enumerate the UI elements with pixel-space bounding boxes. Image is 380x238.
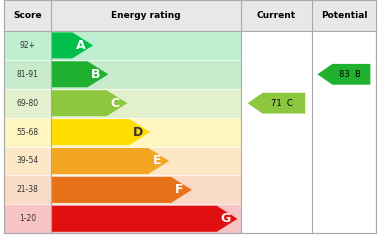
Polygon shape (51, 177, 192, 203)
Text: A: A (76, 39, 86, 52)
Text: G: G (220, 212, 230, 225)
Polygon shape (51, 32, 93, 58)
Text: 1-20: 1-20 (19, 214, 36, 223)
Polygon shape (317, 64, 370, 85)
Bar (4, 89, 241, 118)
Bar (4, 31, 241, 60)
Text: C: C (110, 97, 119, 110)
Text: Potential: Potential (321, 11, 367, 20)
Text: Energy rating: Energy rating (111, 11, 181, 20)
Polygon shape (51, 61, 108, 87)
Text: B: B (91, 68, 101, 81)
Text: 69-80: 69-80 (16, 99, 39, 108)
Bar (4, 118, 241, 147)
Text: 39-54: 39-54 (16, 157, 39, 165)
Polygon shape (51, 148, 169, 174)
Bar (4, 0, 376, 31)
Text: Score: Score (13, 11, 42, 20)
Text: 83  B: 83 B (339, 70, 360, 79)
Text: D: D (133, 126, 143, 139)
Text: 92+: 92+ (19, 41, 36, 50)
Bar (4, 175, 241, 204)
Text: 55-68: 55-68 (16, 128, 39, 137)
Text: 21-38: 21-38 (17, 185, 38, 194)
Bar (4, 204, 241, 233)
Text: Current: Current (257, 11, 296, 20)
Polygon shape (248, 93, 305, 114)
Polygon shape (51, 90, 127, 116)
Polygon shape (51, 206, 238, 232)
Bar (4, 60, 241, 89)
Bar (4, 147, 241, 175)
Text: 81-91: 81-91 (17, 70, 38, 79)
Text: 71  C: 71 C (271, 99, 293, 108)
Text: E: E (152, 154, 161, 168)
Polygon shape (51, 119, 150, 145)
Text: F: F (175, 183, 184, 196)
